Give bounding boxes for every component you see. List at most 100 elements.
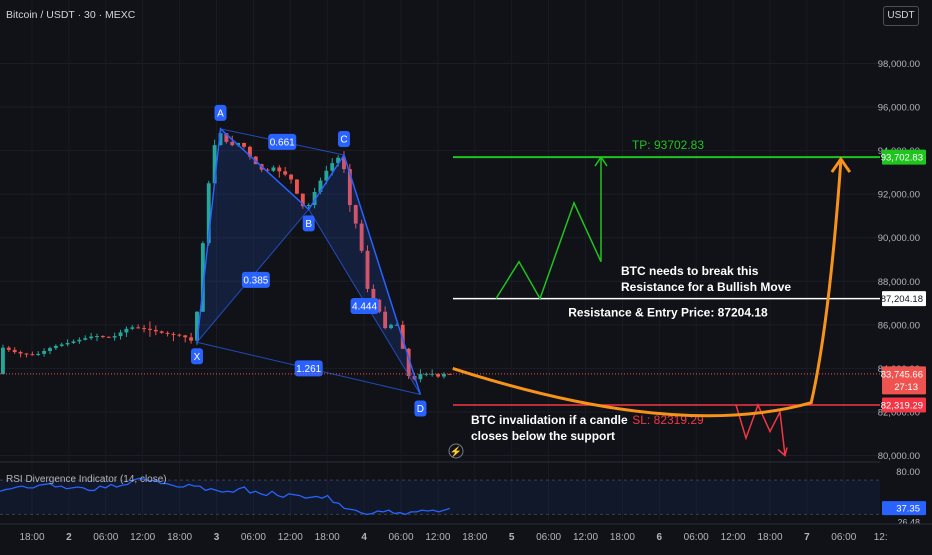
candle-body [218, 133, 223, 146]
candle-body [365, 250, 370, 289]
candle-body [394, 324, 399, 326]
candle-body [306, 205, 311, 207]
rsi-pane [0, 461, 932, 516]
pattern-point-label-bg [302, 215, 315, 232]
y-tick-label: 92,000.00 [878, 190, 920, 201]
candle-body [212, 145, 217, 184]
candle-body [148, 328, 152, 330]
candle-body [95, 336, 99, 338]
annotations: BTC needs to break this Resistance for a … [448, 264, 791, 459]
ratio-label: 4.444 [352, 301, 377, 312]
candle-body [89, 336, 94, 339]
candle-body [36, 353, 41, 355]
candle-body [136, 327, 141, 329]
x-tick-label: 06:00 [831, 532, 856, 543]
candle-body [289, 174, 293, 180]
pattern-bcd-fill [308, 154, 421, 395]
candle-body [406, 348, 411, 377]
ratio-label-bg [294, 360, 323, 377]
x-tick-label: 12:00 [721, 532, 746, 543]
rsi-value-tag-bg [882, 501, 926, 516]
candle-body [100, 336, 105, 338]
bull-zigzag [495, 157, 602, 301]
x-tick-label: 18:00 [167, 532, 192, 543]
candle-body [447, 373, 452, 375]
sl-price-tag-bg [882, 397, 926, 413]
rsi-title[interactable]: RSI Divergence Indicator (14, close) [6, 474, 167, 485]
tp-price-tag-bg [882, 149, 926, 165]
candle-body [42, 350, 47, 354]
candle-body [65, 342, 70, 345]
pattern-point-label: D [417, 404, 424, 415]
flash-icon [448, 443, 464, 459]
candle-body [418, 373, 423, 380]
currency-badge[interactable]: USDT [883, 6, 919, 26]
rsi-clipped-label: 26.48 [897, 518, 920, 528]
entry-price-tag-bg [882, 291, 926, 307]
x-tick-label: 5 [509, 532, 515, 543]
rsi-line [0, 477, 451, 516]
y-tick-label: 90,000.00 [878, 233, 920, 244]
current-price-tag-bg [882, 366, 926, 395]
candle-body [300, 193, 305, 207]
x-tick-label: 3 [214, 532, 220, 543]
y-tick-label: 86,000.00 [878, 320, 920, 331]
candle-body [142, 328, 146, 330]
candle-body [371, 288, 376, 300]
candle-body [124, 328, 129, 333]
candle-body [130, 327, 135, 329]
candle-body [277, 167, 282, 172]
candle-body [383, 311, 388, 329]
candle-body [347, 169, 352, 206]
ratio-label-bg [241, 271, 270, 288]
candle-body [18, 352, 23, 354]
candle-body [271, 167, 276, 171]
x-tick-label: 06:00 [93, 532, 118, 543]
candle-body [283, 171, 288, 175]
x-axis: 18:00 2 06:00 12:00 18:00 3 06:00 12:00 18:00 4 06… [0, 523, 932, 550]
candle-body [118, 332, 123, 337]
candle-body [295, 179, 299, 194]
symbol-title[interactable]: Bitcoin / USDT · 30 · MEXC [6, 9, 136, 21]
pattern-point-label-bg [414, 400, 427, 417]
y-tick-label: 98,000.00 [878, 59, 920, 70]
tp-label: TP: 93702.83 [632, 138, 704, 152]
x-tick-label: 2 [66, 532, 72, 543]
price-levels: TP: 93702.83 Resistance & Entry Price: 87… [0, 138, 880, 427]
candle-body [265, 169, 270, 171]
x-tick-label: 18:00 [315, 532, 340, 543]
y-tick-label: 96,000.00 [878, 103, 920, 114]
candle-body [24, 353, 29, 355]
x-tick-label: 06:00 [388, 532, 413, 543]
x-tick-label: 12:00 [573, 532, 598, 543]
candle-body [230, 141, 235, 146]
candle-body [342, 157, 346, 170]
current-price-tag: 83,745.66 [881, 369, 923, 380]
pattern-xab-fill [196, 128, 309, 343]
candle-body [53, 345, 58, 349]
x-tick-label: 06:00 [536, 532, 561, 543]
x-tick-label: 12:00 [425, 532, 450, 543]
candle-body [71, 341, 76, 343]
ratio-label: 0.661 [270, 137, 295, 148]
harmonic-pattern: X A B C D 0.661 0.385 4.444 1.261 [190, 104, 427, 417]
pattern-point-label-bg [214, 104, 227, 121]
projection-curve [452, 160, 843, 418]
candle-body [389, 324, 393, 329]
rsi-band [0, 480, 880, 515]
x-tick-label: 12:00 [278, 532, 303, 543]
y-tick-label: 88,000.00 [878, 277, 920, 288]
candle-body [436, 373, 440, 377]
x-tick-label: 12: [874, 532, 888, 543]
curve-arrowhead [830, 156, 852, 173]
entry-price-tag: 87,204.18 [881, 294, 923, 305]
candle-body [377, 299, 382, 312]
entry-label: Resistance & Entry Price: 87204.18 [568, 306, 768, 320]
invalidation-note: closes below the support [471, 429, 615, 443]
ratio-label-bg [268, 133, 297, 150]
candle-body [224, 133, 229, 142]
candle-body [1, 347, 5, 374]
x-tick-label: 18:00 [610, 532, 635, 543]
